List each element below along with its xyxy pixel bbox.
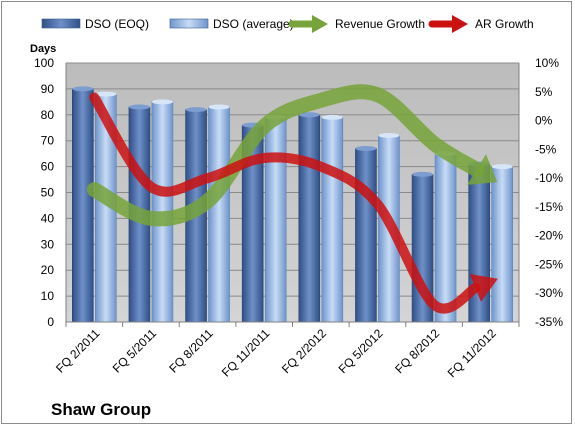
category-label: FQ 11/2012 xyxy=(445,326,499,380)
bar-top xyxy=(491,164,513,170)
left-tick-label: 0 xyxy=(47,315,54,329)
bar-top xyxy=(378,133,400,139)
left-tick-label: 20 xyxy=(41,263,55,277)
right-tick-label: -5% xyxy=(535,142,557,156)
bar xyxy=(321,117,344,323)
right-tick-label: -15% xyxy=(535,200,563,214)
category-label: FQ 8/2012 xyxy=(392,326,442,376)
right-tick-label: -20% xyxy=(535,229,563,243)
bar xyxy=(72,88,94,323)
bar-top xyxy=(151,99,173,105)
ar-growth-arrowhead xyxy=(469,274,498,302)
category-label: FQ 5/2012 xyxy=(336,326,386,376)
revenue-growth-arrowhead xyxy=(467,154,498,185)
axes xyxy=(65,63,520,327)
bar-top xyxy=(95,91,117,97)
bar-top xyxy=(72,86,94,92)
category-label: FQ 8/2011 xyxy=(166,326,216,376)
left-tick-label: 90 xyxy=(41,82,55,96)
right-tick-label: -30% xyxy=(535,286,563,300)
right-tick-label: -10% xyxy=(535,171,563,185)
left-tick-label: 30 xyxy=(41,237,55,251)
bar xyxy=(264,117,287,323)
bar xyxy=(434,153,457,323)
left-tick-label: 10 xyxy=(41,289,55,303)
bar-top xyxy=(355,145,377,151)
category-label: FQ 2/2012 xyxy=(279,326,329,376)
legend: DSO (EOQ) DSO (average) Revenue Growth AR G… xyxy=(41,15,534,33)
legend-label: DSO (EOQ) xyxy=(85,17,149,31)
bar-top xyxy=(185,107,207,113)
company-name: Shaw Group xyxy=(51,400,151,419)
category-label: FQ 2/2011 xyxy=(53,326,103,376)
bar xyxy=(468,163,490,323)
bar xyxy=(298,114,321,323)
bars xyxy=(72,86,513,323)
legend-arrowhead xyxy=(312,15,328,33)
category-labels: FQ 2/2011 FQ 5/2011 FQ 8/2011 FQ 11/2011 FQ … xyxy=(53,326,499,380)
bar-top xyxy=(208,104,230,110)
bar-top xyxy=(128,104,150,110)
legend-swatch xyxy=(169,18,209,29)
growth-lines xyxy=(86,84,498,314)
left-tick-label: 70 xyxy=(41,134,55,148)
left-tick-label: 80 xyxy=(41,108,55,122)
category-label: FQ 5/2011 xyxy=(110,326,160,376)
revenue-growth-line xyxy=(86,84,485,227)
left-tick-label: 60 xyxy=(41,160,55,174)
left-axis-title: Days xyxy=(30,43,56,55)
legend-label: AR Growth xyxy=(475,17,534,31)
bar xyxy=(355,148,377,323)
bar xyxy=(491,166,513,323)
right-axis-ticks: -35% -30% -25% -20% -15% -10% -5% 0% 5% 10% xyxy=(535,56,563,329)
right-tick-label: 10% xyxy=(535,56,559,70)
bar-top xyxy=(412,171,434,177)
left-tick-label: 40 xyxy=(41,211,55,225)
legend-label: Revenue Growth xyxy=(335,17,425,31)
left-axis-ticks: 0 10 20 30 40 50 60 70 80 90 100 xyxy=(34,56,54,329)
bar xyxy=(208,106,230,323)
bar-top xyxy=(298,112,320,118)
legend-label: DSO (average) xyxy=(213,17,294,31)
right-tick-label: 5% xyxy=(535,85,553,99)
right-tick-label: -35% xyxy=(535,315,563,329)
bar-top xyxy=(321,114,343,120)
left-tick-label: 50 xyxy=(41,186,55,200)
legend-arrowhead xyxy=(452,15,468,33)
category-label: FQ 11/2011 xyxy=(219,326,273,380)
right-tick-label: 0% xyxy=(535,114,553,128)
right-tick-label: -25% xyxy=(535,257,563,271)
legend-swatch xyxy=(41,18,81,29)
ar-growth-line xyxy=(89,92,481,314)
left-tick-label: 100 xyxy=(34,56,54,70)
